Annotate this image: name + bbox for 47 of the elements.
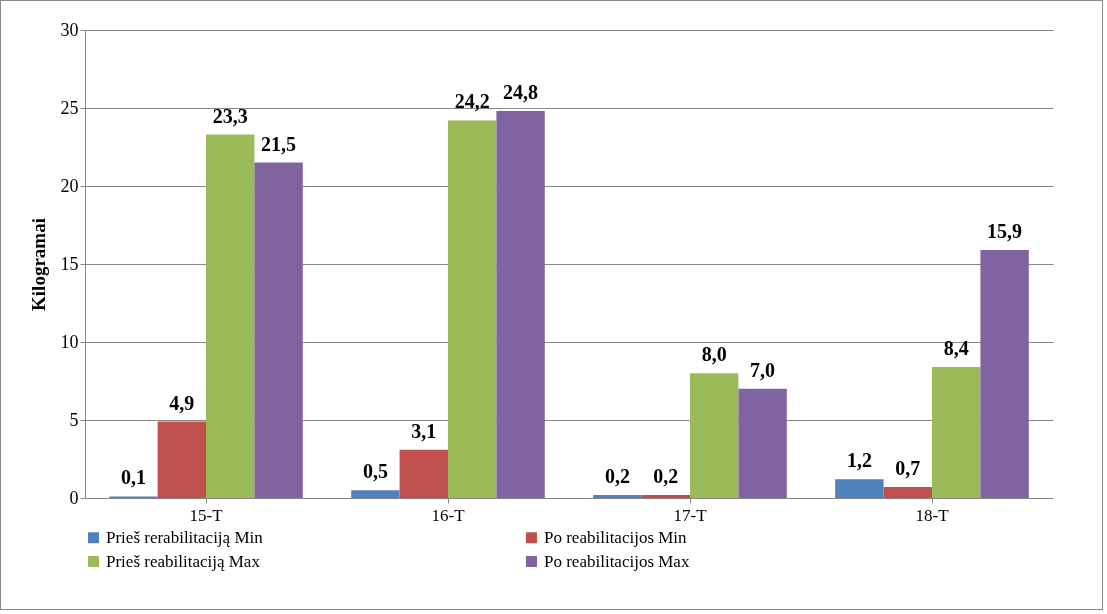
bar [883, 487, 932, 498]
data-label: 0,5 [362, 460, 388, 483]
bar [448, 120, 497, 498]
bar [690, 373, 739, 498]
x-tick-label: 18-T [915, 505, 950, 525]
bar [738, 388, 787, 498]
y-axis-title: Kilogramai [27, 218, 49, 311]
data-label: 21,5 [261, 132, 297, 155]
data-label: 4,9 [169, 391, 195, 414]
y-tick-label: 30 [60, 19, 79, 40]
y-tick-label: 25 [60, 97, 79, 118]
y-tick-label: 0 [69, 487, 79, 508]
legend-label: Po reabilitacijos Min [544, 527, 688, 547]
bar [206, 134, 255, 498]
y-tick-label: 10 [60, 331, 79, 352]
bar [835, 479, 884, 498]
bar [932, 366, 981, 498]
data-label: 3,1 [411, 419, 437, 442]
data-label: 24,2 [454, 90, 490, 113]
data-label: 15,9 [987, 219, 1023, 242]
bar [157, 421, 206, 498]
x-tick-label: 16-T [431, 505, 466, 525]
data-label: 0,7 [895, 457, 921, 480]
legend-label: Prieš rerabilitaciją Min [106, 527, 264, 547]
data-label: 0,2 [653, 464, 679, 487]
bar [496, 111, 545, 498]
legend-label: Po reabilitacijos Max [544, 551, 690, 571]
legend-label: Prieš reabilitaciją Max [106, 551, 261, 571]
bar [641, 494, 690, 498]
bar [399, 449, 448, 498]
bar [980, 249, 1029, 498]
y-tick-label: 5 [69, 409, 79, 430]
bar [351, 490, 400, 498]
x-tick-label: 17-T [673, 505, 708, 525]
data-label: 7,0 [750, 358, 776, 381]
y-tick-label: 15 [60, 253, 79, 274]
data-label: 0,2 [604, 464, 630, 487]
data-label: 1,2 [846, 449, 872, 472]
data-label: 0,1 [120, 466, 146, 489]
x-tick-label: 15-T [189, 505, 224, 525]
bar [593, 494, 642, 498]
data-label: 8,4 [943, 336, 969, 359]
data-label: 8,0 [701, 343, 727, 366]
y-tick-label: 20 [60, 175, 79, 196]
bar [254, 162, 303, 498]
data-label: 23,3 [212, 104, 248, 127]
data-label: 24,8 [503, 81, 539, 104]
